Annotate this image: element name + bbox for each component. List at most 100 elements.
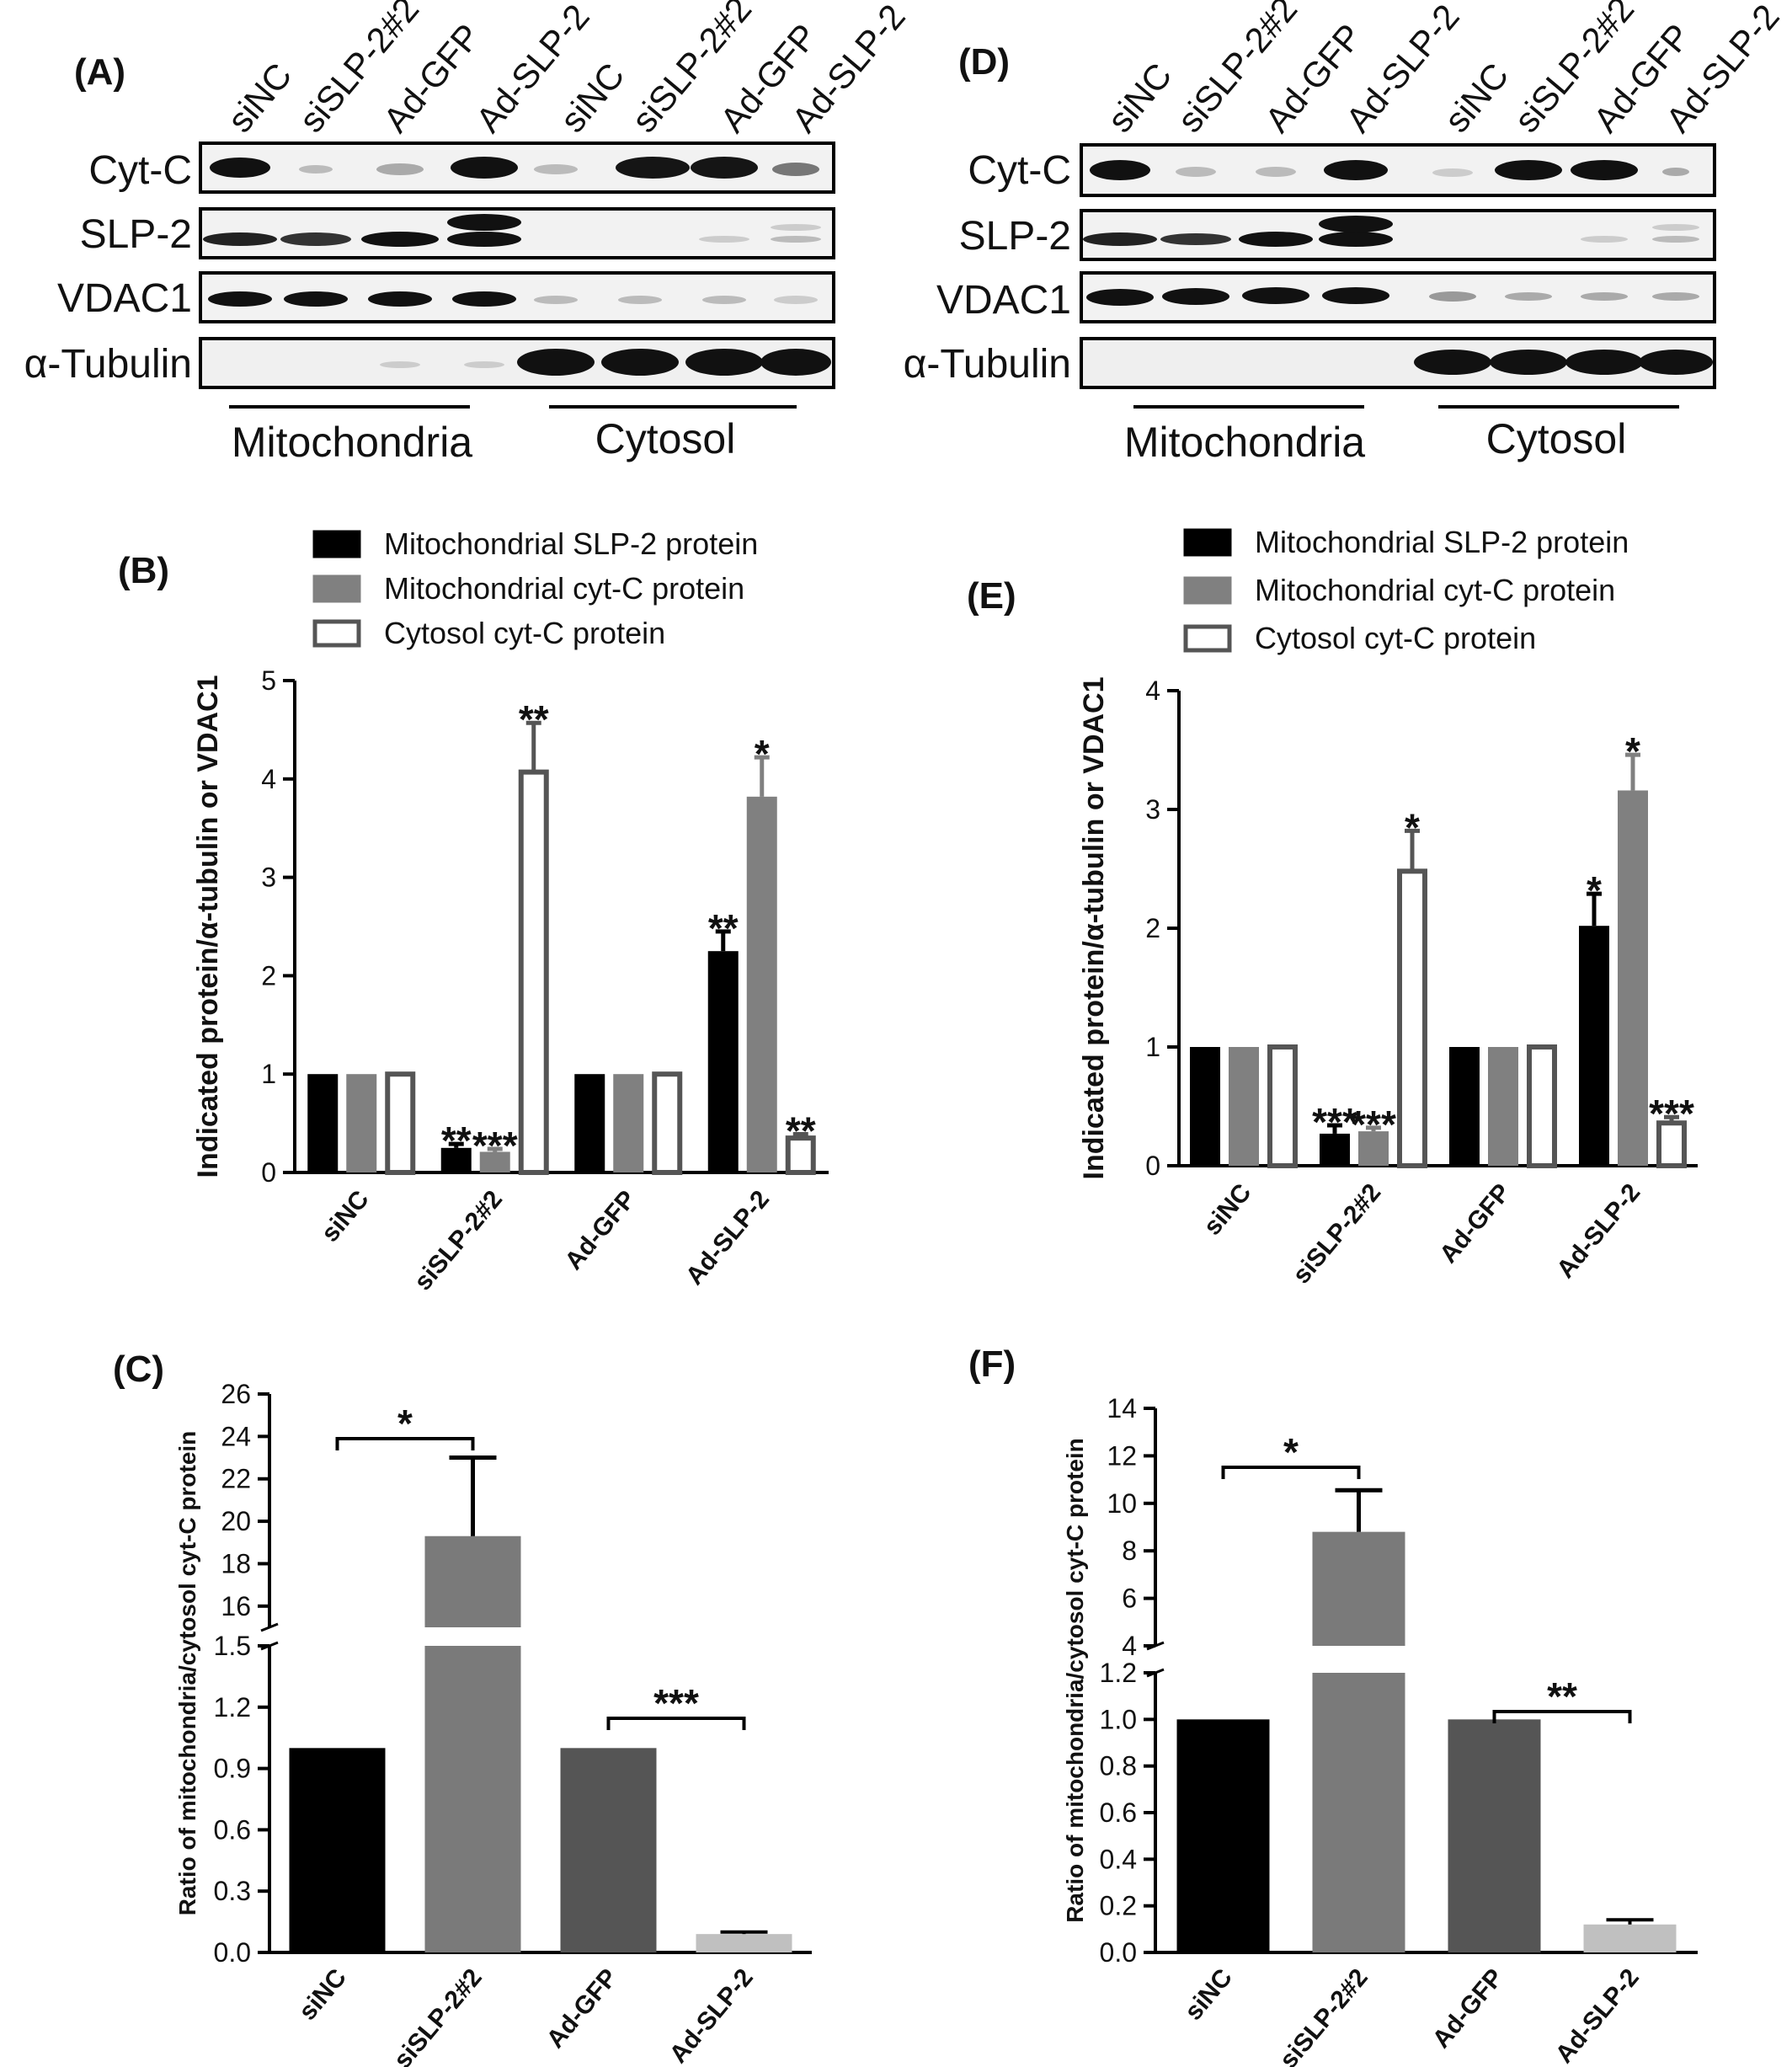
significance-marker: * bbox=[1625, 729, 1640, 773]
legend-label: Mitochondrial SLP-2 protein bbox=[1255, 525, 1629, 559]
band bbox=[1086, 289, 1154, 306]
bar bbox=[1527, 1044, 1557, 1168]
band bbox=[361, 232, 439, 247]
blot-a-lane-labels: siNC siSLP-2#2 Ad-GFP Ad-SLP-2 siNC siSL… bbox=[220, 0, 913, 140]
blot-row-label: VDAC1 bbox=[57, 276, 192, 321]
y-tick-label: 0.0 bbox=[1100, 1937, 1137, 1968]
y-tick-label: 0.0 bbox=[214, 1937, 251, 1968]
blot-strip-slp2 bbox=[199, 207, 835, 259]
band bbox=[1490, 350, 1567, 375]
band bbox=[771, 224, 821, 231]
y-tick-label: 0.2 bbox=[1100, 1891, 1137, 1921]
y-tick-label: 1.5 bbox=[214, 1631, 251, 1661]
band bbox=[208, 291, 272, 307]
band bbox=[1239, 232, 1313, 247]
x-tick-label: Ad-SLP-2 bbox=[664, 1963, 759, 2067]
significance-marker: *** bbox=[472, 1124, 518, 1167]
blot-row-label: α-Tubulin bbox=[904, 342, 1071, 387]
y-axis-label: Indicated protein/α-tubulin or VDAC1 bbox=[1078, 676, 1110, 1179]
y-tick-label: 0.3 bbox=[214, 1876, 251, 1906]
legend-swatch bbox=[1183, 624, 1232, 653]
band bbox=[1581, 236, 1628, 243]
bar bbox=[346, 1074, 377, 1172]
lane-label: siNC bbox=[1100, 56, 1179, 140]
band bbox=[1162, 288, 1229, 305]
legend-label: Mitochondrial SLP-2 protein bbox=[384, 526, 758, 561]
significance-bracket bbox=[335, 1437, 475, 1450]
western-blot-d: siNC siSLP-2#2 Ad-GFP Ad-SLP-2 siNC siSL… bbox=[904, 0, 1787, 466]
significance-marker: * bbox=[755, 732, 770, 776]
x-tick-label: siSLP-2#2 bbox=[1288, 1178, 1386, 1289]
band bbox=[451, 157, 518, 179]
legend-swatch bbox=[312, 530, 361, 558]
band bbox=[1652, 224, 1699, 231]
legend-swatch bbox=[312, 574, 361, 603]
bar bbox=[1488, 1047, 1518, 1166]
band bbox=[1429, 291, 1476, 302]
y-tick-label: 8 bbox=[1122, 1536, 1137, 1566]
y-tick-label: 14 bbox=[1107, 1393, 1137, 1423]
lane-label: siNC bbox=[552, 56, 632, 140]
legend-label: Mitochondrial cyt-C protein bbox=[384, 571, 744, 606]
blot-row-label: Cyt-C bbox=[88, 148, 192, 193]
bar bbox=[1583, 1924, 1677, 1952]
blot-row-label: Cyt-C bbox=[968, 148, 1071, 193]
blot-d-strips bbox=[1080, 143, 1716, 389]
group-label-cytosol: Cytosol bbox=[1486, 415, 1627, 462]
significance-marker: * bbox=[1405, 805, 1420, 849]
legend-swatch bbox=[1183, 576, 1232, 605]
significance-marker: ** bbox=[1547, 1674, 1577, 1718]
x-tick-label: Ad-SLP-2 bbox=[1551, 1178, 1645, 1284]
band bbox=[685, 349, 763, 376]
band bbox=[1581, 292, 1628, 301]
band bbox=[1414, 350, 1491, 375]
blot-a-strips bbox=[199, 142, 835, 389]
bar bbox=[707, 951, 739, 1172]
bar bbox=[1397, 868, 1427, 1168]
chart-f: 0.0 0.2 0.4 0.6 0.8 1.0 1.24 6 8 10 12 14 Ratio of m… bbox=[1062, 1393, 1698, 2067]
blot-row-label: α-Tubulin bbox=[24, 342, 192, 387]
x-tick-label: Ad-SLP-2 bbox=[1550, 1963, 1645, 2067]
y-axis-label: Ratio of mitochondria/cytosol cyt-C prot… bbox=[1062, 1438, 1088, 1923]
band bbox=[691, 157, 758, 179]
band bbox=[1639, 350, 1713, 375]
band bbox=[368, 291, 432, 307]
bar bbox=[424, 1536, 521, 1627]
bar bbox=[307, 1074, 339, 1172]
band bbox=[772, 163, 819, 176]
bar bbox=[440, 1147, 472, 1172]
group-label-mitochondria: Mitochondria bbox=[1124, 419, 1365, 466]
significance-marker: ** bbox=[786, 1108, 816, 1152]
bar-lower bbox=[1312, 1673, 1405, 1952]
panel-label-e: (E) bbox=[967, 575, 1016, 617]
significance-marker: *** bbox=[1351, 1103, 1396, 1146]
band bbox=[517, 349, 595, 376]
y-tick-label: 0.4 bbox=[1100, 1844, 1137, 1874]
x-tick-label: siNC bbox=[316, 1185, 374, 1247]
y-tick-label: 12 bbox=[1107, 1440, 1137, 1471]
band bbox=[760, 349, 831, 376]
y-tick-label: 0.9 bbox=[214, 1754, 251, 1784]
y-tick-label: 2 bbox=[1145, 913, 1160, 943]
bar bbox=[1312, 1531, 1405, 1646]
significance-bracket bbox=[1492, 1710, 1632, 1723]
bar bbox=[560, 1748, 657, 1952]
band bbox=[1565, 350, 1643, 375]
chart-b: Mitochondrial SLP-2 protein Mitochondrial… bbox=[192, 526, 829, 1295]
bar bbox=[574, 1074, 605, 1172]
bar bbox=[1656, 1120, 1687, 1168]
blot-row-label: SLP-2 bbox=[959, 214, 1071, 259]
band bbox=[1090, 160, 1150, 180]
band bbox=[1432, 168, 1473, 177]
bar-lower bbox=[424, 1646, 521, 1952]
x-tick-label: Ad-GFP bbox=[1434, 1178, 1516, 1269]
blot-d-lane-labels: siNC siSLP-2#2 Ad-GFP Ad-SLP-2 siNC siSL… bbox=[1100, 0, 1787, 140]
bar bbox=[1267, 1044, 1298, 1168]
band bbox=[1083, 232, 1157, 246]
significance-marker: *** bbox=[653, 1681, 699, 1725]
panel-label-c: (C) bbox=[113, 1349, 164, 1390]
y-tick-label: 4 bbox=[1122, 1631, 1137, 1661]
significance-marker: * bbox=[397, 1402, 413, 1445]
panel-label-d: (D) bbox=[958, 41, 1010, 83]
band bbox=[1176, 167, 1216, 177]
